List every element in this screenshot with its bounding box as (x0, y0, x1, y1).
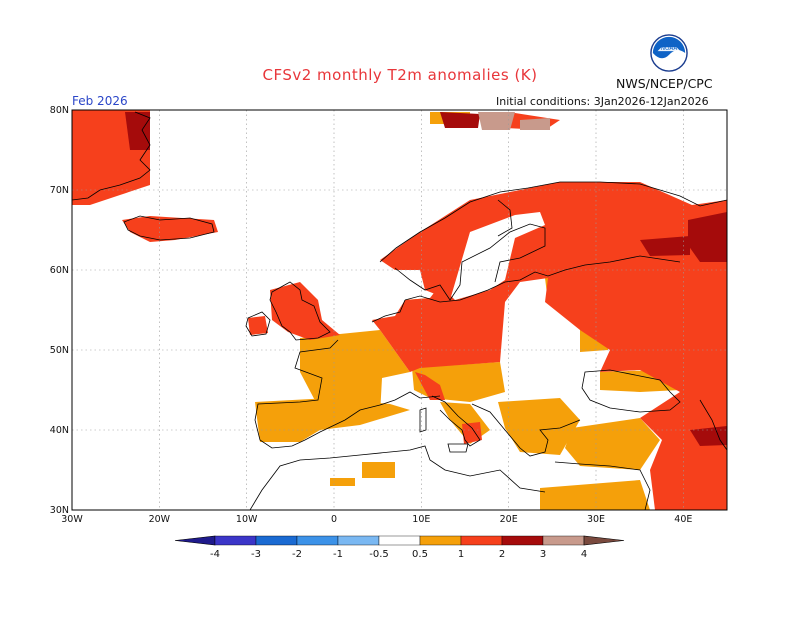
colorbar-high-arrow (583, 535, 625, 546)
lat-tick-label: 70N (50, 185, 69, 196)
colorbar-label: 0.5 (412, 549, 428, 560)
lon-tick-label: 30W (61, 514, 83, 525)
colorbar-segment (542, 535, 585, 546)
lon-tick-label: 10E (412, 514, 430, 525)
colorbar-label: 3 (540, 549, 546, 560)
initial-conditions: Initial conditions: 3Jan2026-12Jan2026 (496, 95, 709, 108)
colorbar-label: 1 (458, 549, 464, 560)
colorbar-label: 2 (499, 549, 505, 560)
colorbar: -4 -3 -2 -1 -0.5 0.5 1 2 3 4 (174, 535, 625, 560)
lon-tick-label: 10W (236, 514, 258, 525)
forecast-period: Feb 2026 (72, 94, 128, 108)
longitude-labels: 30W 20W 10W 0 10E 20E 30E 40E (61, 514, 692, 525)
colorbar-segment (419, 535, 462, 546)
map-frame (71, 109, 728, 511)
colorbar-segment (501, 535, 544, 546)
colorbar-segment (296, 535, 339, 546)
lon-tick-label: 40E (674, 514, 692, 525)
colorbar-label: -1 (333, 549, 343, 560)
colorbar-segment (337, 535, 380, 546)
noaa-logo-icon: NOAA (650, 34, 688, 72)
lat-tick-label: 80N (50, 105, 69, 116)
colorbar-segment (460, 535, 503, 546)
anomaly-rose-regions (478, 112, 550, 130)
map-title: CFSv2 monthly T2m anomalies (K) (262, 66, 538, 84)
agency-label: NWS/NCEP/CPC (616, 76, 713, 91)
lat-tick-label: 60N (50, 265, 69, 276)
lon-tick-label: 30E (587, 514, 605, 525)
colorbar-label: -0.5 (369, 549, 389, 560)
colorbar-label: -4 (210, 549, 220, 560)
lat-tick-label: 40N (50, 425, 69, 436)
lat-tick-label: 50N (50, 345, 69, 356)
colorbar-low-arrow (174, 535, 216, 546)
map-gridlines (72, 110, 727, 510)
latitude-labels: 30N 40N 50N 60N 70N 80N (50, 105, 69, 516)
lon-tick-label: 20W (149, 514, 171, 525)
lat-tick-label: 30N (50, 505, 69, 516)
lon-tick-label: 20E (500, 514, 518, 525)
colorbar-segment (255, 535, 298, 546)
colorbar-segment (378, 535, 421, 546)
coastline-layer (72, 111, 727, 510)
anomaly-fill-layer (72, 110, 727, 510)
colorbar-label: -3 (251, 549, 261, 560)
anomaly-darkred-regions (125, 112, 727, 446)
colorbar-label: -2 (292, 549, 302, 560)
colorbar-segment (214, 535, 257, 546)
lon-tick-label: 0 (331, 514, 337, 525)
svg-text:NOAA: NOAA (661, 46, 678, 52)
colorbar-label: 4 (581, 549, 587, 560)
